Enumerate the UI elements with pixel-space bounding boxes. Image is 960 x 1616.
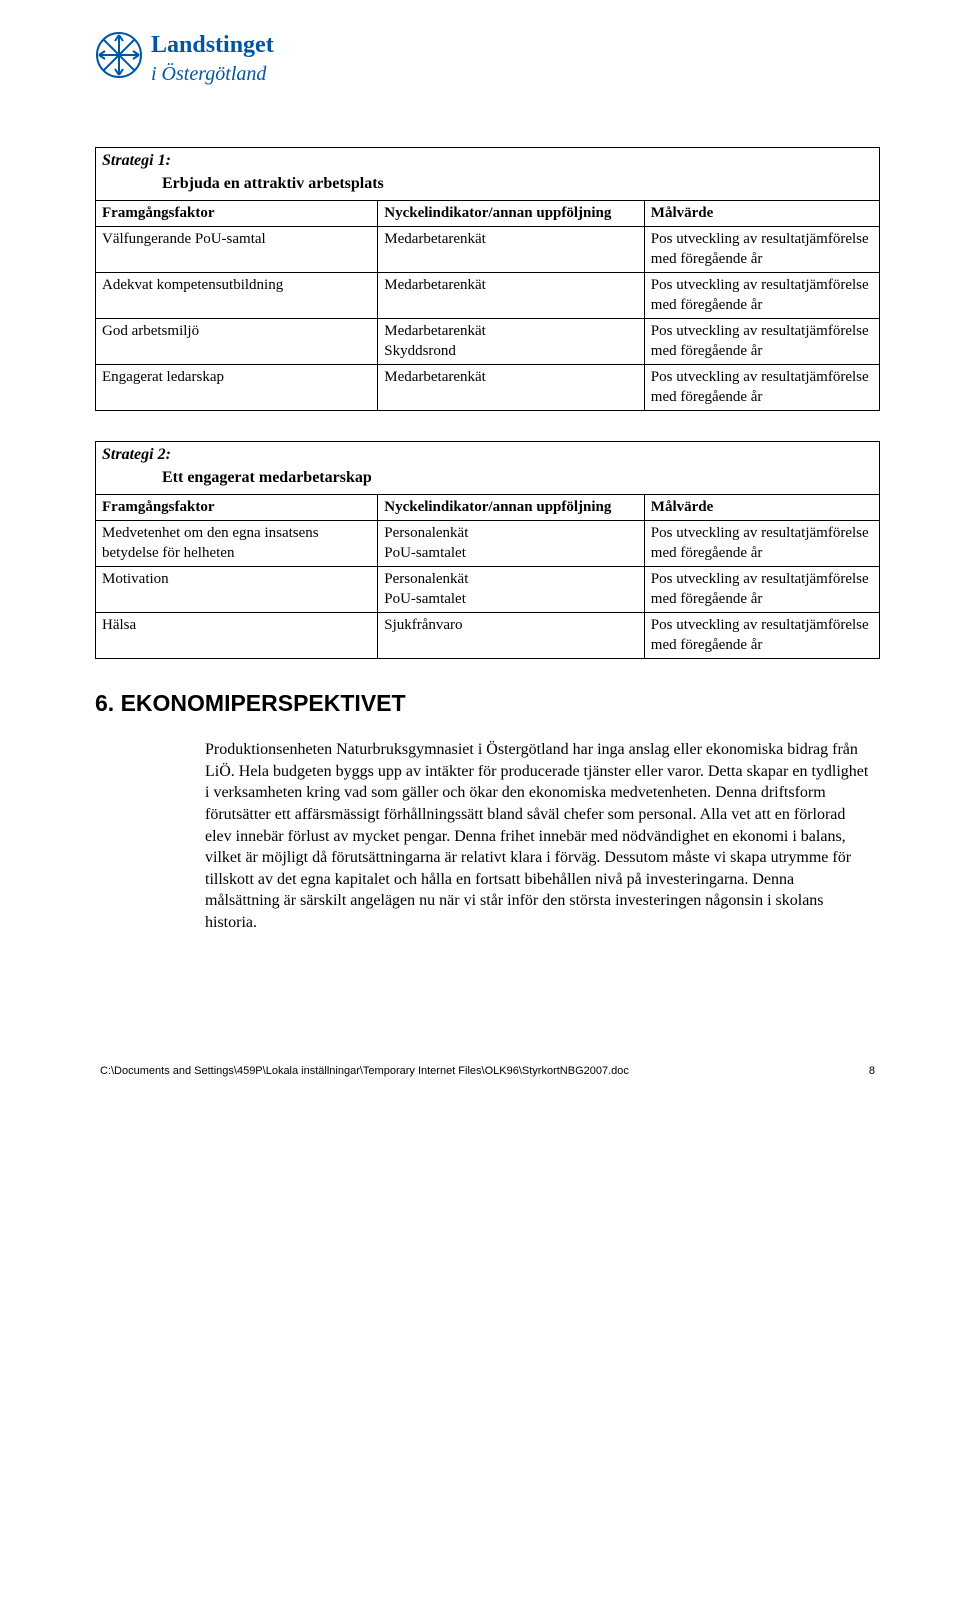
t1-r3c1: Medarbetarenkät (378, 365, 645, 411)
section-6-heading: 6. EKONOMIPERSPEKTIVET (95, 689, 880, 719)
logo-line2: i Östergötland (151, 61, 274, 87)
t2-r0c2: Pos utveckling av resultatjämförelse med… (644, 521, 879, 567)
table-row: Engagerat ledarskap Medarbetarenkät Pos … (96, 365, 880, 411)
t2-r2c2: Pos utveckling av resultatjämförelse med… (644, 613, 879, 659)
t1-r1c1: Medarbetarenkät (378, 273, 645, 319)
footer-page-number: 8 (869, 1064, 875, 1078)
snowflake-icon (95, 31, 143, 86)
table-row: God arbetsmiljö Medarbetarenkät Skyddsro… (96, 319, 880, 365)
t2-r2c0: Hälsa (96, 613, 378, 659)
t2-header-1: Nyckelindikator/annan uppföljning (378, 494, 645, 521)
t1-r3c2: Pos utveckling av resultatjämförelse med… (644, 365, 879, 411)
table-row: Motivation Personalenkät PoU-samtalet Po… (96, 567, 880, 613)
strategy-1-label: Strategi 1: (102, 151, 873, 172)
strategy-1-title: Erbjuda en attraktiv arbetsplats (162, 174, 873, 195)
t1-header-2: Målvärde (644, 200, 879, 227)
t1-r2c1: Medarbetarenkät Skyddsrond (378, 319, 645, 365)
footer-path: C:\Documents and Settings\459P\Lokala in… (100, 1064, 629, 1078)
t1-r3c0: Engagerat ledarskap (96, 365, 378, 411)
t1-r1c0: Adekvat kompetensutbildning (96, 273, 378, 319)
strategy-2-title: Ett engagerat medarbetarskap (162, 468, 873, 489)
strategy-2-table: Strategi 2: Ett engagerat medarbetarskap… (95, 441, 880, 659)
t2-r1c0: Motivation (96, 567, 378, 613)
logo-line1: Landstinget (151, 30, 274, 61)
section-6-body: Produktionsenheten Naturbruksgymnasiet i… (205, 739, 870, 933)
t1-r2c0: God arbetsmiljö (96, 319, 378, 365)
strategy-2-label: Strategi 2: (102, 445, 873, 466)
t1-r2c2: Pos utveckling av resultatjämförelse med… (644, 319, 879, 365)
t2-r0c0: Medvetenhet om den egna insatsens betyde… (96, 521, 378, 567)
page-footer: C:\Documents and Settings\459P\Lokala in… (95, 1064, 880, 1078)
t1-r1c2: Pos utveckling av resultatjämförelse med… (644, 273, 879, 319)
table-row: Hälsa Sjukfrånvaro Pos utveckling av res… (96, 613, 880, 659)
t2-r1c1: Personalenkät PoU-samtalet (378, 567, 645, 613)
t2-r0c1: Personalenkät PoU-samtalet (378, 521, 645, 567)
t2-header-0: Framgångsfaktor (96, 494, 378, 521)
t2-r1c2: Pos utveckling av resultatjämförelse med… (644, 567, 879, 613)
table-row: Medvetenhet om den egna insatsens betyde… (96, 521, 880, 567)
t1-header-0: Framgångsfaktor (96, 200, 378, 227)
t2-header-2: Målvärde (644, 494, 879, 521)
table-row: Välfungerande PoU-samtal Medarbetarenkät… (96, 227, 880, 273)
t1-r0c1: Medarbetarenkät (378, 227, 645, 273)
t1-r0c2: Pos utveckling av resultatjämförelse med… (644, 227, 879, 273)
t1-r0c0: Välfungerande PoU-samtal (96, 227, 378, 273)
t2-r2c1: Sjukfrånvaro (378, 613, 645, 659)
table-row: Adekvat kompetensutbildning Medarbetaren… (96, 273, 880, 319)
strategy-1-table: Strategi 1: Erbjuda en attraktiv arbetsp… (95, 147, 880, 411)
org-logo: Landstinget i Östergötland (95, 30, 880, 87)
t1-header-1: Nyckelindikator/annan uppföljning (378, 200, 645, 227)
